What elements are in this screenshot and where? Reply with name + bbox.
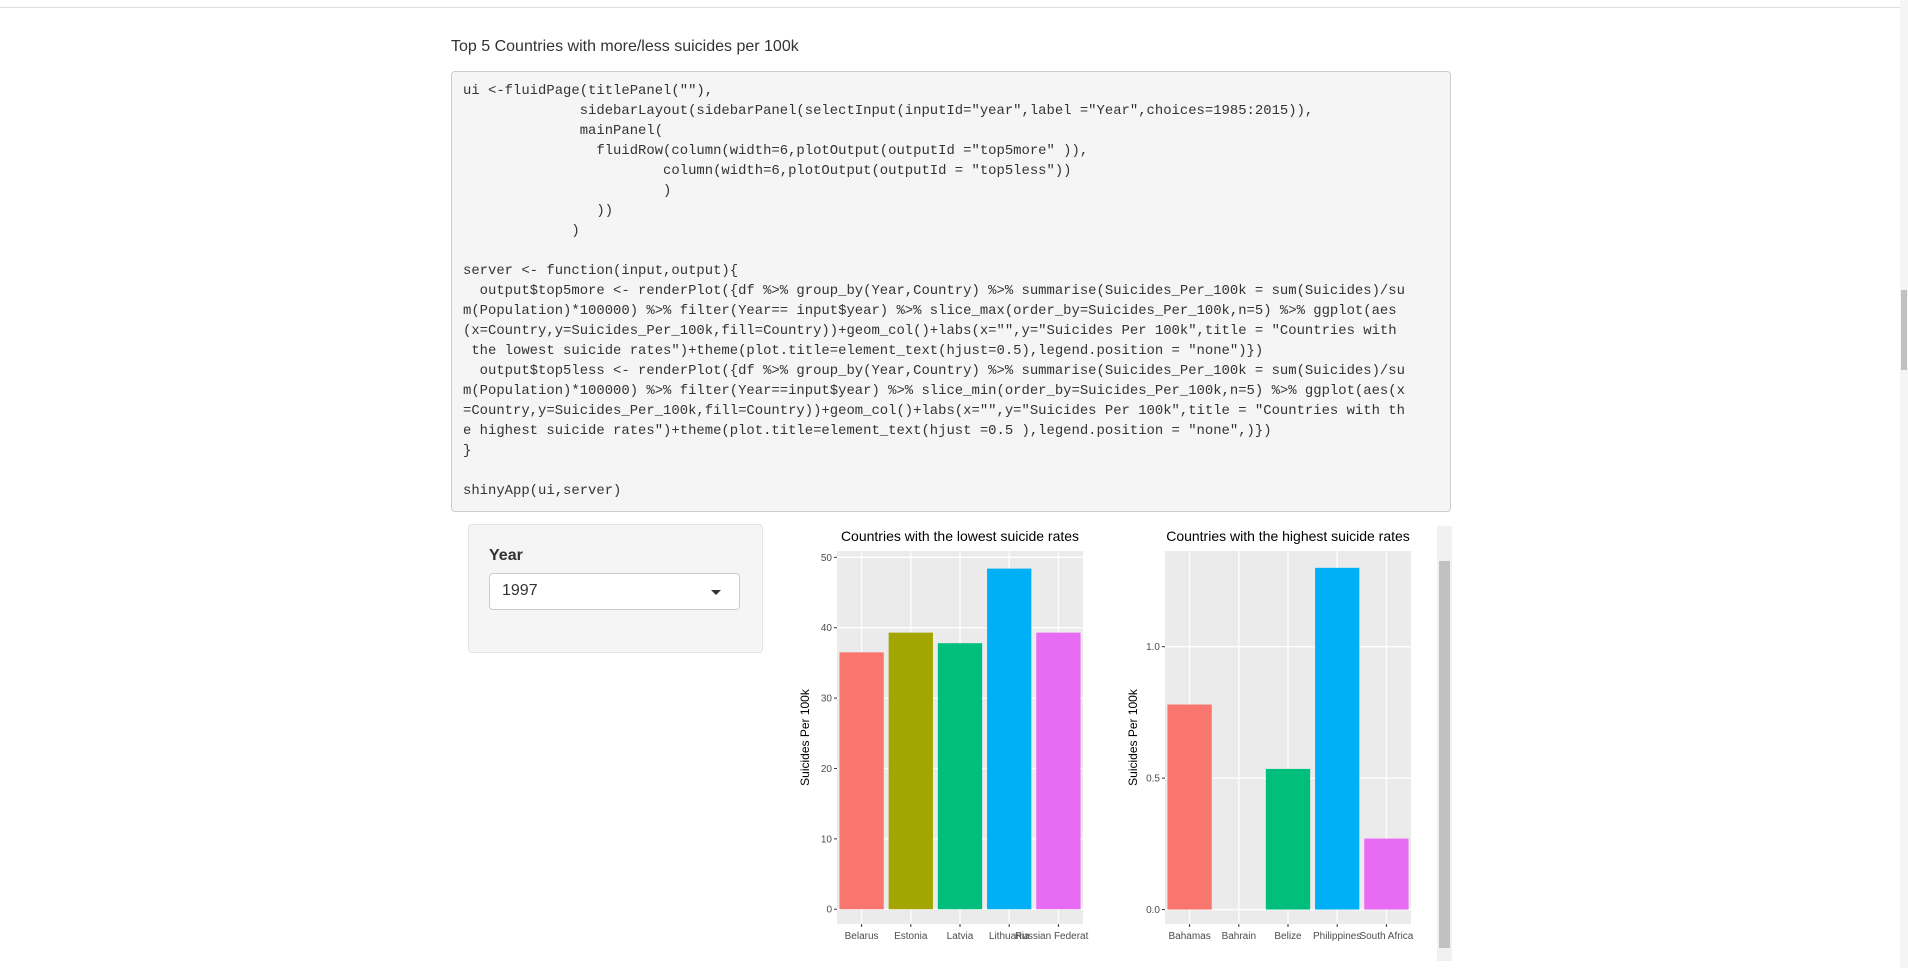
page-scrollbar[interactable]	[1900, 0, 1908, 968]
chart-title: Countries with the lowest suicide rates	[841, 528, 1079, 544]
x-tick-label: Lithuania	[989, 931, 1030, 942]
y-tick-label: 30	[821, 694, 833, 705]
x-tick-label: Estonia	[894, 931, 928, 942]
y-axis-title: Suicides Per 100k	[798, 688, 812, 786]
x-tick-label: Bahrain	[1222, 931, 1256, 942]
x-tick-label: Philippines	[1313, 931, 1361, 942]
y-axis-title: Suicides Per 100k	[1126, 688, 1140, 786]
x-tick-label: Belize	[1274, 931, 1302, 942]
x-tick-label: Bahamas	[1168, 931, 1210, 942]
bar	[1167, 704, 1212, 910]
select-value: 1997	[502, 582, 538, 599]
y-tick-label: 50	[821, 553, 833, 564]
x-tick-label: South Africa	[1359, 931, 1413, 942]
bar	[1036, 632, 1081, 910]
chart-title: Countries with the highest suicide rates	[1166, 528, 1410, 544]
x-tick-label: Russian Federation	[1015, 931, 1089, 942]
y-tick-label: 20	[821, 764, 833, 775]
top-bar	[0, 0, 1908, 8]
page-scrollbar-thumb[interactable]	[1901, 290, 1907, 370]
select-label: Year	[489, 547, 523, 564]
code-block: ui <-fluidPage(titlePanel(""), sidebarLa…	[451, 71, 1451, 512]
year-select[interactable]: 1997	[489, 573, 740, 610]
y-tick-label: 0.5	[1146, 774, 1160, 785]
caret	[711, 590, 721, 595]
heading: Top 5 Countries with more/less suicides …	[451, 38, 799, 55]
bar	[1265, 768, 1311, 910]
y-tick-label: 40	[821, 623, 833, 634]
chart: Countries with the lowest suicide rates S…	[798, 528, 1089, 942]
bar	[1364, 838, 1409, 910]
x-tick-label: Belarus	[845, 931, 879, 942]
chart: Countries with the highest suicide rates…	[1126, 528, 1414, 942]
bar	[839, 652, 884, 910]
bar	[937, 643, 983, 910]
y-tick-label: 0	[826, 905, 832, 916]
scrollbar-thumb[interactable]	[1439, 561, 1450, 948]
bar	[888, 632, 933, 910]
x-tick-label: Latvia	[947, 931, 974, 942]
y-tick-label: 0.0	[1146, 905, 1160, 916]
bar	[1315, 567, 1360, 910]
bar	[987, 568, 1032, 910]
y-tick-label: 10	[821, 834, 833, 845]
y-tick-label: 1.0	[1146, 642, 1160, 653]
